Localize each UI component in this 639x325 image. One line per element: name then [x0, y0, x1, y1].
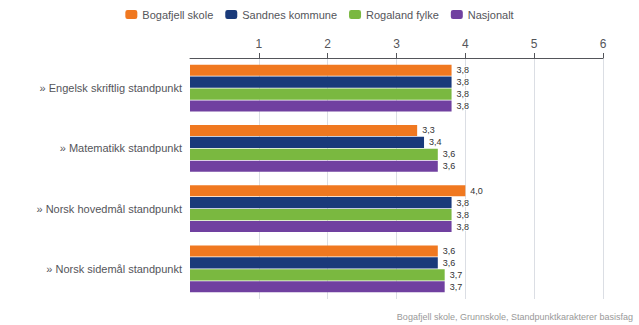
svg-text:» Norsk hovedmål standpunkt: » Norsk hovedmål standpunkt — [36, 203, 182, 215]
svg-text:» Norsk sidemål standpunkt: » Norsk sidemål standpunkt — [46, 263, 182, 275]
svg-text:3,7: 3,7 — [450, 270, 463, 280]
svg-text:Bogafjell skole, Grunnskole, S: Bogafjell skole, Grunnskole, Standpunktk… — [397, 312, 633, 322]
svg-text:3,6: 3,6 — [443, 161, 456, 171]
svg-text:3,6: 3,6 — [443, 149, 456, 159]
svg-text:Bogafjell skole: Bogafjell skole — [142, 9, 213, 21]
svg-text:6: 6 — [600, 37, 607, 51]
svg-text:» Engelsk skriftlig standpunkt: » Engelsk skriftlig standpunkt — [40, 82, 182, 94]
svg-text:3,6: 3,6 — [443, 246, 456, 256]
svg-text:» Matematikk standpunkt: » Matematikk standpunkt — [60, 142, 182, 154]
svg-text:4,0: 4,0 — [470, 186, 483, 196]
svg-text:Nasjonalt: Nasjonalt — [468, 9, 514, 21]
svg-text:3: 3 — [393, 37, 400, 51]
svg-text:4: 4 — [462, 37, 469, 51]
svg-text:3,8: 3,8 — [457, 210, 470, 220]
svg-text:3,8: 3,8 — [457, 222, 470, 232]
svg-text:2: 2 — [324, 37, 331, 51]
svg-text:3,8: 3,8 — [457, 101, 470, 111]
svg-text:Sandnes kommune: Sandnes kommune — [242, 9, 337, 21]
svg-text:3,7: 3,7 — [450, 282, 463, 292]
svg-text:5: 5 — [531, 37, 538, 51]
svg-text:3,3: 3,3 — [422, 125, 435, 135]
svg-text:3,4: 3,4 — [429, 137, 442, 147]
svg-text:3,8: 3,8 — [457, 89, 470, 99]
svg-text:3,8: 3,8 — [457, 198, 470, 208]
svg-text:3,6: 3,6 — [443, 258, 456, 268]
svg-text:3,8: 3,8 — [457, 65, 470, 75]
svg-text:3,8: 3,8 — [457, 77, 470, 87]
svg-text:1: 1 — [255, 37, 262, 51]
svg-text:Rogaland fylke: Rogaland fylke — [366, 9, 439, 21]
